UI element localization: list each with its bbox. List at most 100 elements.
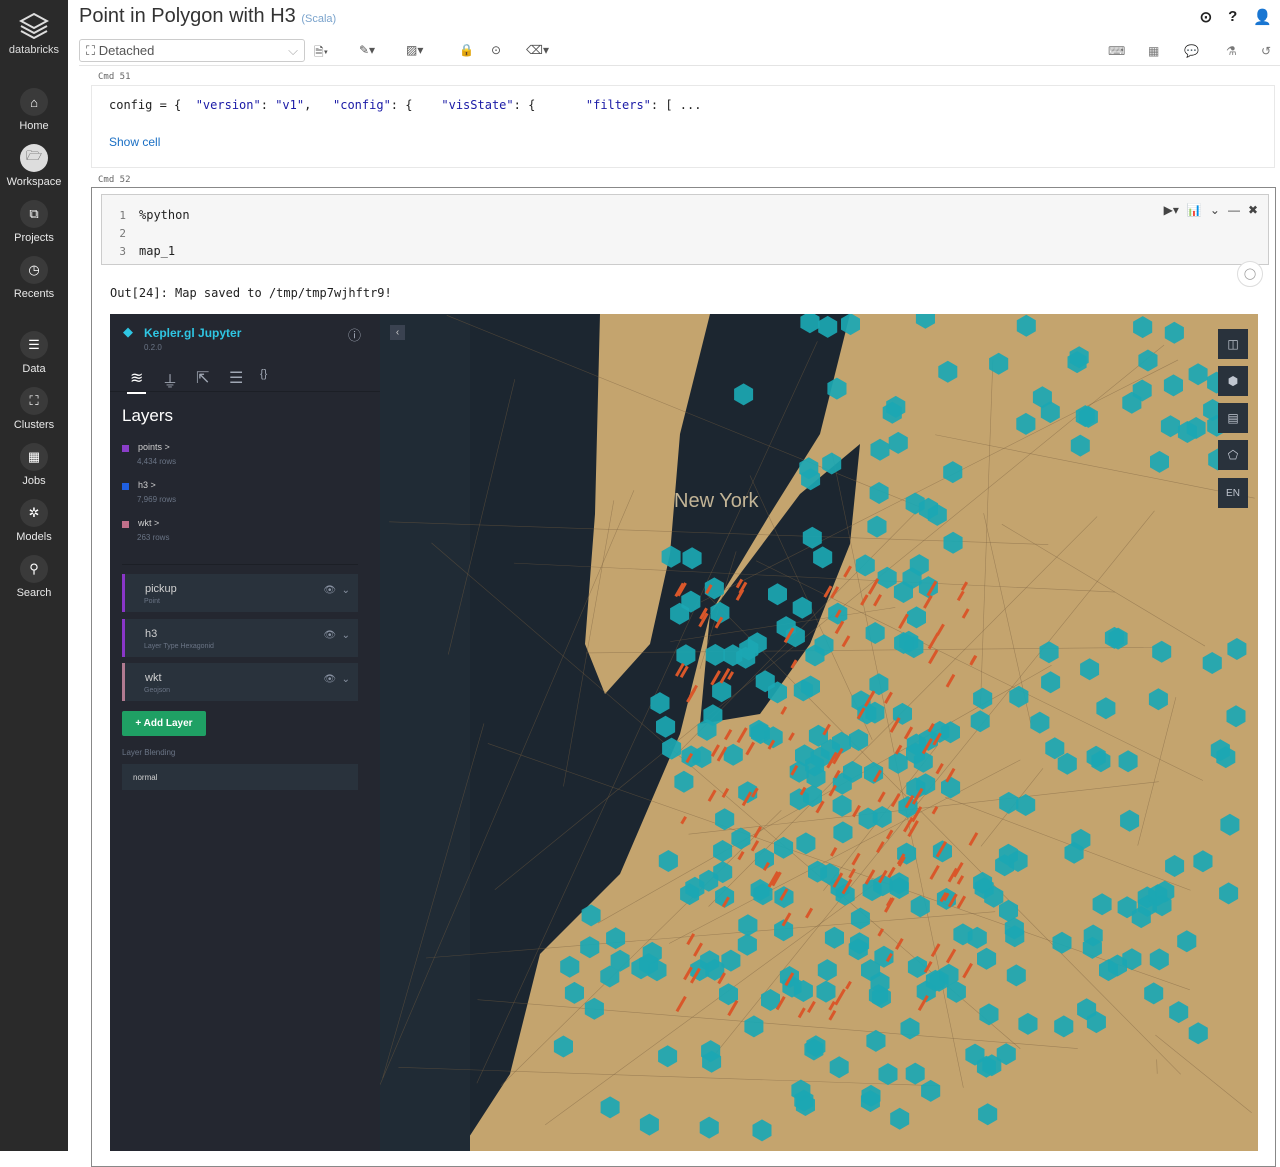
sidebar-item-data[interactable]: ☰ Data	[0, 331, 68, 375]
pickup-point	[962, 962, 973, 979]
chevron-down-icon[interactable]: ⌄	[341, 629, 350, 641]
tab-interactions-icon[interactable]: ⇱	[196, 370, 210, 387]
street-line	[398, 1067, 940, 1087]
street-line	[980, 359, 994, 706]
map-svg[interactable]	[379, 314, 1258, 1151]
sidebar: databricks ⌂ Home 🗁 Workspace ⧉ Projects ◷ Rece…	[0, 0, 68, 1151]
chevron-down-icon[interactable]: ⌄	[341, 674, 350, 685]
run-all-icon[interactable]: ⊙	[491, 43, 502, 57]
h3-hexagon	[824, 926, 844, 949]
cluster-select[interactable]: ⛶ Detached ⌵	[79, 39, 305, 62]
sidebar-item-recents[interactable]: ◷ Recents	[0, 256, 68, 300]
file-menu-icon[interactable]: 🗎▾	[314, 45, 329, 59]
close-icon[interactable]: ✖	[1247, 203, 1258, 217]
h3-hexagon	[910, 895, 930, 918]
dataset-rows: 263 rows	[137, 533, 170, 542]
schedule-icon[interactable]: ▦	[1148, 44, 1160, 58]
pickup-point	[856, 707, 866, 720]
pickup-point	[947, 893, 958, 908]
chevron-down-icon[interactable]: ⌄	[1209, 203, 1220, 217]
dataset-name: wkt >	[138, 518, 160, 528]
locale-button[interactable]: EN	[1218, 478, 1248, 508]
h3-hexagon	[999, 791, 1019, 814]
show-cell-link[interactable]: Show cell	[109, 135, 161, 149]
dataset-item[interactable]: h3 > 7,969 rows	[122, 480, 322, 510]
h3-hexagon	[755, 670, 775, 693]
kepler-map-widget[interactable]: ◆ Kepler.gl Jupyter 0.2.0 ⓘ ≋ ⏚ ⇱ ☰ {} L…	[110, 314, 1258, 1151]
pickup-point	[969, 655, 978, 666]
pickup-point	[767, 871, 780, 888]
notebook-cell[interactable]: 1 2 3 %python map_1 ▶▾ 📊 ⌄ — ✖ ◯ Out[24]: Ma…	[91, 187, 1276, 1167]
street-line	[668, 759, 1021, 944]
databricks-logo[interactable]: databricks	[0, 12, 68, 56]
h3-hexagon	[674, 770, 694, 793]
3d-view-icon[interactable]: ⬢	[1218, 366, 1248, 396]
lock-icon[interactable]: 🔒	[459, 43, 474, 57]
layer-panel[interactable]: h3 Layer Type Hexagonid 👁 ⌄	[122, 618, 358, 657]
experiment-icon[interactable]: ⚗	[1226, 44, 1237, 58]
map-canvas[interactable]: ‹ New York ◫ ⬢ ▤ ⬠ EN	[379, 314, 1258, 1151]
sidebar-item-search[interactable]: ⚲ Search	[0, 555, 68, 599]
sidebar-item-clusters[interactable]: ⛶ Clusters	[0, 387, 68, 431]
notebook-cell[interactable]: config = { "version": "v1", "config": { …	[91, 85, 1275, 168]
pickup-point	[710, 670, 721, 686]
comment-icon[interactable]: ◯	[1237, 261, 1263, 287]
blending-select[interactable]: normal	[122, 764, 358, 790]
notebook-title[interactable]: Point in Polygon with H3 (Scala)	[79, 5, 336, 28]
eye-icon[interactable]: 👁	[323, 674, 337, 685]
layer-panel[interactable]: pickup Point 👁 ⌄	[122, 574, 358, 612]
h3-hexagon	[793, 679, 813, 702]
eye-icon[interactable]: 👁	[323, 585, 337, 596]
clock-icon[interactable]: ⊙	[1199, 9, 1213, 26]
h3-hexagon	[889, 872, 909, 895]
h3-hexagon	[1193, 850, 1213, 873]
h3-hexagon	[658, 850, 678, 872]
h3-hexagon	[855, 554, 875, 577]
tab-filters-icon[interactable]: ⏚	[162, 374, 179, 391]
tab-config-icon[interactable]: {}	[260, 368, 268, 380]
revision-history-icon[interactable]: ↺	[1261, 44, 1272, 58]
run-icon[interactable]: ▶▾	[1163, 203, 1179, 217]
h3-hexagon	[1032, 386, 1052, 409]
eye-icon[interactable]: 👁	[323, 629, 337, 641]
pickup-point	[705, 584, 713, 595]
h3-hexagon	[1071, 828, 1091, 851]
clear-menu-icon[interactable]: ⌫▾	[526, 43, 549, 57]
dataset-item[interactable]: wkt > 263 rows	[122, 518, 322, 548]
legend-icon[interactable]: ▤	[1218, 403, 1248, 433]
pickup-point	[894, 744, 903, 755]
pickup-point	[939, 891, 948, 903]
draw-polygon-icon[interactable]: ⬠	[1218, 440, 1248, 470]
add-layer-button[interactable]: + Add Layer	[122, 711, 206, 736]
info-icon[interactable]: ⓘ	[348, 328, 362, 343]
layer-panel[interactable]: wkt Geojson 👁 ⌄	[122, 663, 358, 701]
sidebar-item-jobs[interactable]: ▦ Jobs	[0, 443, 68, 487]
keyboard-icon[interactable]: ⌨	[1108, 44, 1126, 58]
street-line	[688, 781, 1159, 835]
street-line	[513, 562, 1116, 593]
edit-menu-icon[interactable]: ✎▾	[359, 43, 376, 57]
pickup-point	[680, 815, 687, 825]
dataset-color-swatch	[122, 521, 129, 528]
pickup-point	[779, 888, 789, 901]
view-menu-icon[interactable]: ▨▾	[406, 43, 424, 57]
dataset-item[interactable]: points > 4,434 rows	[122, 442, 322, 472]
pickup-point	[929, 864, 940, 880]
tab-basemap-icon[interactable]: ☰	[229, 370, 244, 387]
help-icon[interactable]: ?	[1228, 8, 1238, 25]
sidebar-item-home[interactable]: ⌂ Home	[0, 88, 68, 132]
split-map-icon[interactable]: ◫	[1218, 329, 1248, 359]
chart-icon[interactable]: 📊	[1186, 203, 1202, 217]
sidebar-item-workspace[interactable]: 🗁 Workspace	[0, 144, 68, 188]
code-editor[interactable]: 1 2 3 %python map_1 ▶▾ 📊 ⌄ — ✖	[101, 194, 1269, 265]
chevron-down-icon[interactable]: ⌄	[341, 585, 350, 596]
sidebar-item-models[interactable]: ✲ Models	[0, 499, 68, 543]
h3-hexagon	[864, 761, 884, 784]
tab-layers-icon[interactable]: ≋	[127, 368, 147, 394]
minimize-icon[interactable]: —	[1227, 203, 1240, 217]
h3-hexagon	[564, 981, 584, 1004]
sidebar-item-projects[interactable]: ⧉ Projects	[0, 200, 68, 244]
comments-icon[interactable]: 💬	[1184, 44, 1199, 58]
collapse-panel-icon[interactable]: ‹	[390, 325, 405, 340]
user-icon[interactable]: 👤	[1253, 9, 1272, 26]
